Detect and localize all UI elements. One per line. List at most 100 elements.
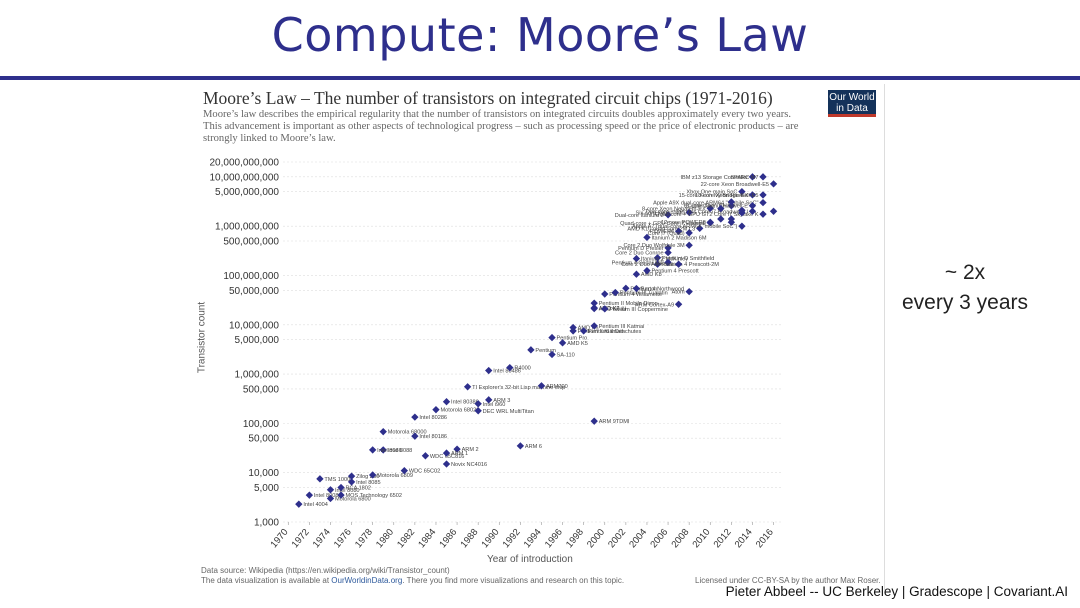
data-point-label: Intel i960 [483,402,506,408]
y-tick-label: 100,000,000 [223,271,279,282]
data-point-label: 18-core Xeon Haswell-E5 [695,193,758,199]
data-point-marker [590,417,598,425]
data-point-marker [664,244,672,252]
data-point-marker [295,500,303,508]
y-tick-label: 10,000,000 [229,320,279,331]
x-tick-label: 1980 [374,527,396,550]
data-point-marker [411,413,419,421]
data-point-label: AMD K10 quad-core 2M L3 [627,226,695,232]
data-point-marker [347,478,356,486]
data-point: Intel 8086 [368,446,402,454]
data-point-label: WDC 65C02 [409,469,440,475]
data-point-label: Core i7 (Quad) [648,231,685,237]
data-point-marker [738,206,746,214]
data-point-marker [632,270,641,278]
data-point-label: Atom [672,290,685,296]
data-point: Motorola 68020 [432,405,479,414]
y-tick-label: 1,000,000 [235,370,280,381]
data-point-marker [548,333,556,342]
x-tick-label: 1990 [480,527,502,550]
data-point-marker [506,363,514,372]
data-source-note: Data source: Wikipedia (https://en.wikip… [201,566,450,575]
data-point-label: Intel 80486 [493,369,521,375]
data-point: WDC 65C02 [400,466,440,475]
title-divider [0,76,1080,80]
data-point: Dual-core Itanium 2 [615,211,672,219]
data-point-marker [685,241,693,249]
x-axis-label: Year of introduction [487,554,573,565]
data-point-label: Pentium [535,348,556,354]
data-point-marker [442,460,451,468]
owid-logo[interactable]: Our World in Data [828,90,876,117]
data-point-label: TI Explorer's 32-bit Lisp machine chip [472,385,565,391]
data-point-label: Pentium III Katmai [599,324,645,330]
data-point-marker [769,180,778,188]
data-point-label: 15-core Xeon Ivy Bridge-EX [679,193,749,199]
data-point-marker [379,427,387,436]
data-point-marker [421,452,430,460]
data-point-label: SPARC M7 [730,175,758,181]
data-point-label: 8-core Xeon Nehalem-EX [642,206,706,212]
data-point-label: 8-core Core i7 Haswell-E [686,204,748,210]
data-point-label: Itanium 2 McKinley [641,257,688,263]
data-point-label: AMD K6-III [599,307,627,313]
y-axis-label: Transistor count [196,301,208,374]
owid-link[interactable]: OurWorldinData.org [331,576,403,585]
data-point-label: 22-core Xeon Broadwell-E5 [701,182,769,188]
data-point [727,218,736,226]
data-point-marker [474,400,482,408]
side-note-line-2: every 3 years [901,291,1029,314]
data-point-marker [727,218,736,226]
data-point-label: RCA 1802 [346,486,372,492]
data-point-label: Pentium Pro [557,336,588,342]
data-point-marker [485,366,493,375]
data-point: 15-core Xeon Ivy Bridge-EX [679,191,757,199]
data-point: DEC WRL MultiTitan [474,407,534,415]
data-point: Motorola 6800 [326,494,371,503]
data-point: Intel 8085 [347,478,381,486]
data-point-label: POWER6 [650,229,674,235]
data-point: SPARC M7 [730,173,767,181]
x-tick-label: 1992 [501,527,523,550]
data-point-label: Apple A9X dual-core ARM64 "mobile SoC" [653,201,758,207]
data-point [738,206,746,214]
data-point-marker [453,445,461,453]
data-point-label: Core 2 Duo Conroe [615,251,664,257]
data-point-label: AMD K6 [578,326,599,332]
data-point-marker [326,494,335,503]
data-point: ARM 1 [442,449,468,457]
data-point-label: Zilog Z80 [356,474,379,480]
data-point: Motorola 6809 [368,471,413,479]
data-point-label: Pentium 4 Northwood [630,286,684,292]
data-point: Intel 80486 [485,366,521,375]
data-point-label: Pentium II Deschutes [588,329,641,335]
data-point-label: ARM 9TDMI [599,419,630,425]
data-point-marker [759,210,767,218]
data-point-marker [474,407,482,415]
chart-panel: Moore’s Law – The number of transistors … [187,84,885,590]
data-point: Novix NC4016 [442,460,487,468]
data-point: TI Explorer's 32-bit Lisp machine chip [463,383,565,391]
y-tick-label: 1,000,000,000 [215,222,279,233]
visualization-note-post: . There you find more visualizations and… [402,576,625,585]
data-point-marker [674,227,683,235]
data-point: ARM Cortex-A9 [635,300,683,308]
chart-subtitle-line-1: Moore’s law describes the empirical regu… [203,109,792,120]
data-point-label: ARM 3 [493,398,510,404]
data-point-marker [685,229,693,237]
data-point-marker [400,466,408,475]
data-point-marker [590,299,598,307]
data-point: 8-core Xeon Nehalem-EX [642,204,714,212]
data-point: Core i7 (Quad) [648,229,693,237]
scatter-plot: 1,000 5,000 10,000 50,000 100,000 500,000 1,00… [209,158,782,550]
x-tick-label: 1986 [437,527,459,550]
side-note-line-1: ~ 2x [944,261,986,284]
data-point-label: Intel 80386 [451,400,479,406]
data-point-marker [516,442,525,450]
data-point: Pentium 4 Prescott-2M [653,260,719,268]
data-point-marker [674,260,683,268]
side-note: ~ 2x every 3 years [890,258,1040,318]
data-point-marker [601,290,609,298]
data-point-marker [442,449,451,457]
x-tick-label: 1974 [311,527,333,550]
